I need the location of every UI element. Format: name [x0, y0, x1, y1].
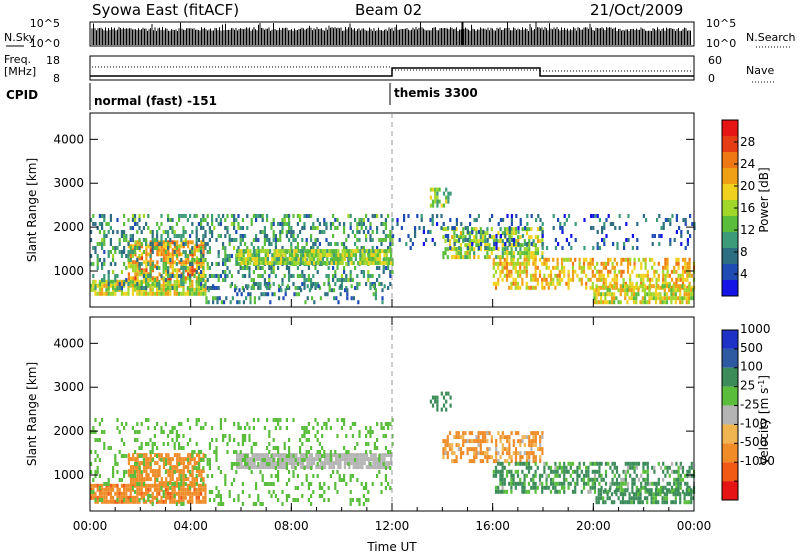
nsky-tick-bottom: 10^0 — [30, 37, 60, 50]
power-colorbar-tick: 24 — [740, 157, 755, 171]
power-colorbar: 4 8 12 16 20 24 28 — [721, 119, 755, 297]
nsearch-label: N.Search — [746, 31, 796, 44]
velocity-ylabel: Slant Range [km] — [25, 362, 39, 466]
station-title: Syowa East (fitACF) — [92, 1, 239, 19]
nave-tick-top: 60 — [708, 54, 722, 67]
freq-tick-top: 18 — [46, 54, 60, 67]
velocity-colorbar-tick: 100 — [740, 360, 763, 374]
power-colorbar-tick: 16 — [740, 201, 755, 215]
date-title: 21/Oct/2009 — [590, 1, 683, 19]
y-tick-label: 4000 — [53, 132, 84, 146]
cpid-panel: CPID normal (fast) -151 themis 3300 — [6, 83, 478, 110]
cpid-segment-2: themis 3300 — [394, 86, 478, 100]
velocity-colorbar-tick: -500 — [740, 435, 767, 449]
power-ylabel: Slant Range [km] — [25, 158, 39, 262]
velocity-colorbar-tick: -1000 — [740, 454, 775, 468]
velocity-colorbar-tick: -100 — [740, 416, 767, 430]
freq-line — [90, 67, 694, 77]
nsky-label: N.Sky — [4, 31, 36, 44]
time-tick-label: 00:00 — [677, 519, 712, 533]
time-axis-label: Time UT — [366, 540, 417, 554]
y-tick-label: 2000 — [53, 424, 84, 438]
velocity-colorbar: 1000 500 100 25 -25 -100 -500 -1000 — [721, 322, 775, 501]
nsky-bars — [91, 22, 691, 45]
velocity-echoes — [90, 391, 696, 506]
power-colorbar-tick: 28 — [740, 135, 755, 149]
beam-title: Beam 02 — [355, 1, 422, 19]
time-tick-label: 12:00 — [375, 519, 410, 533]
velocity-colorbar-tick: 1000 — [740, 322, 771, 336]
y-tick-label: 1000 — [53, 264, 84, 278]
time-tick-label: 08:00 — [274, 519, 309, 533]
power-colorbar-tick: 4 — [740, 267, 748, 281]
power-colorbar-label: Power [dB] — [757, 167, 771, 232]
velocity-colorbar-label: Velocity [m s-1] — [757, 375, 771, 465]
velocity-colorbar-tick: 25 — [740, 379, 755, 393]
time-tick-label: 04:00 — [173, 519, 208, 533]
time-axis: 00:00 04:00 08:00 12:00 16:00 20:00 00:00 — [73, 299, 712, 533]
y-tick-label: 2000 — [53, 220, 84, 234]
time-tick-label: 00:00 — [73, 519, 108, 533]
power-colorbar-tick: 20 — [740, 179, 755, 193]
freq-label-line1: Freq. — [4, 53, 31, 66]
cpid-label: CPID — [6, 88, 38, 102]
power-colorbar-tick: 12 — [740, 223, 755, 237]
nsky-panel: 10^5 10^0 N.Sky 10^5 10^0 N.Search — [4, 17, 796, 50]
power-colorbar-tick: 8 — [740, 245, 748, 259]
velocity-panel: 1000 2000 3000 4000 Slant Range [km] 1000 50… — [25, 299, 775, 554]
velocity-y-axis: 1000 2000 3000 4000 — [53, 336, 694, 482]
freq-panel: 18 8 Freq. [MHz] 60 0 Nave — [4, 53, 776, 85]
nsearch-tick-top: 10^5 — [706, 17, 736, 30]
freq-tick-bottom: 8 — [53, 72, 60, 85]
velocity-colorbar-tick: 500 — [740, 341, 763, 355]
velocity-colorbar-tick: -25 — [740, 397, 760, 411]
power-y-axis: 1000 2000 3000 4000 — [53, 132, 694, 278]
nsearch-tick-bottom: 10^0 — [706, 37, 736, 50]
y-tick-label: 1000 — [53, 468, 84, 482]
time-tick-label: 16:00 — [475, 519, 510, 533]
nave-label: Nave — [746, 64, 774, 77]
time-tick-label: 20:00 — [576, 519, 611, 533]
y-tick-label: 3000 — [53, 176, 84, 190]
y-tick-label: 4000 — [53, 336, 84, 350]
nsky-tick-top: 10^5 — [30, 17, 60, 30]
cpid-segment-1: normal (fast) -151 — [94, 94, 217, 108]
nave-tick-bottom: 0 — [708, 72, 715, 85]
freq-plot — [90, 66, 694, 77]
nsky-bar-series — [91, 22, 691, 45]
freq-label-line2: [MHz] — [4, 65, 36, 78]
power-panel: 1000 2000 3000 4000 Slant Range [km] 4 8 12 16… — [25, 112, 771, 308]
y-tick-label: 3000 — [53, 380, 84, 394]
power-echoes — [90, 187, 696, 305]
